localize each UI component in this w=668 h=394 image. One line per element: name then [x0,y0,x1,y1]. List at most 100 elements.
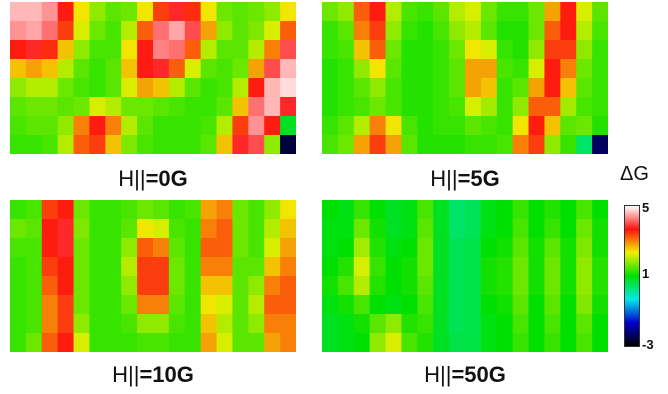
heatmap-cell [216,21,234,41]
heatmap-cell [353,135,371,154]
heatmap-cell [322,59,339,79]
heatmap-cell [137,116,154,136]
heatmap-cell [512,40,530,60]
heatmap-cell [322,295,339,315]
heatmap-cell [137,219,154,239]
heatmap-cell [232,257,249,277]
heatmap-cell [417,200,434,220]
heatmap-cell [248,40,265,60]
heatmap-cell [528,219,546,239]
heatmap-cell [369,78,387,98]
heatmap-cell [153,276,170,296]
heatmap-cell [576,333,593,352]
heatmap-cell [200,200,218,220]
heatmap-cell [216,333,234,352]
heatmap-cell [73,97,91,117]
heatmap-cell [41,116,59,136]
heatmap-cell [417,295,434,315]
heatmap-cell [337,219,355,239]
heatmap-cell [10,219,27,239]
heatmap-cell [465,97,482,117]
heatmap-cell [322,2,339,22]
heatmap-cell [73,257,91,277]
heatmap-cell [353,257,371,277]
heatmap-cell [417,40,434,60]
heatmap-cell [10,200,27,220]
heatmap-cell [280,116,296,136]
heatmap-cell [592,200,608,220]
heatmap-svg-10G [10,200,296,352]
heatmap-cell [544,295,561,315]
heatmap-cell [280,238,296,258]
heatmap-cell [560,59,577,79]
heatmap-cell [369,314,387,334]
heatmap-cell [248,59,265,79]
heatmap-cell [25,97,43,117]
heatmap-cell [528,21,546,41]
heatmap-panel-5G [322,2,608,154]
heatmap-cell [168,78,186,98]
heatmap-cell [337,21,355,41]
heatmap-cell [216,314,234,334]
heatmap-cell [153,2,170,22]
heatmap-cell [496,200,514,220]
heatmap-cell [449,59,466,79]
heatmap-cell [153,314,170,334]
heatmap-cell [433,333,450,352]
heatmap-cell [353,295,371,315]
heatmap-cell [280,78,296,98]
heatmap-cell [576,40,593,60]
heatmap-cell [337,59,355,79]
heatmap-cell [73,333,91,352]
heatmap-cell [121,314,138,334]
heatmap-cell [168,200,186,220]
heatmap-cell [560,238,577,258]
heatmap-cell [200,21,218,41]
heatmap-cell [264,200,281,220]
heatmap-cell [264,59,281,79]
heatmap-cell [401,333,418,352]
heatmap-cell [105,21,122,41]
heatmap-cell [480,257,498,277]
heatmap-cell [105,116,122,136]
heatmap-cell [465,78,482,98]
heatmap-cell [73,219,91,239]
heatmap-cell [337,276,355,296]
heatmap-cell [232,333,249,352]
heatmap-cell [385,219,403,239]
heatmap-cell [200,238,218,258]
heatmap-cell [369,257,387,277]
heatmap-cell [25,238,43,258]
heatmap-cell [417,276,434,296]
heatmap-cell [184,116,202,136]
heatmap-cell [433,59,450,79]
heatmap-cell [322,97,339,117]
heatmap-cell [153,257,170,277]
heatmap-cell [89,97,106,117]
heatmap-cell [576,257,593,277]
heatmap-cell [544,333,561,352]
heatmap-cell [105,40,122,60]
heatmap-cell [353,21,371,41]
heatmap-cell [544,276,561,296]
heatmap-cell [465,314,482,334]
heatmap-cell [401,200,418,220]
heatmap-cell [433,200,450,220]
heatmap-cell [89,2,106,22]
heatmap-cell [449,97,466,117]
heatmap-cell [592,219,608,239]
heatmap-cell [322,40,339,60]
heatmap-cell [105,78,122,98]
heatmap-cell [512,333,530,352]
heatmap-cell [480,219,498,239]
heatmap-cell [105,238,122,258]
heatmap-cell [137,135,154,154]
heatmap-cell [73,2,91,22]
heatmap-cell [480,40,498,60]
heatmap-cell [232,59,249,79]
heatmap-cell [337,333,355,352]
heatmap-cell [512,238,530,258]
heatmap-cell [496,116,514,136]
heatmap-cell [433,40,450,60]
heatmap-cell [449,200,466,220]
